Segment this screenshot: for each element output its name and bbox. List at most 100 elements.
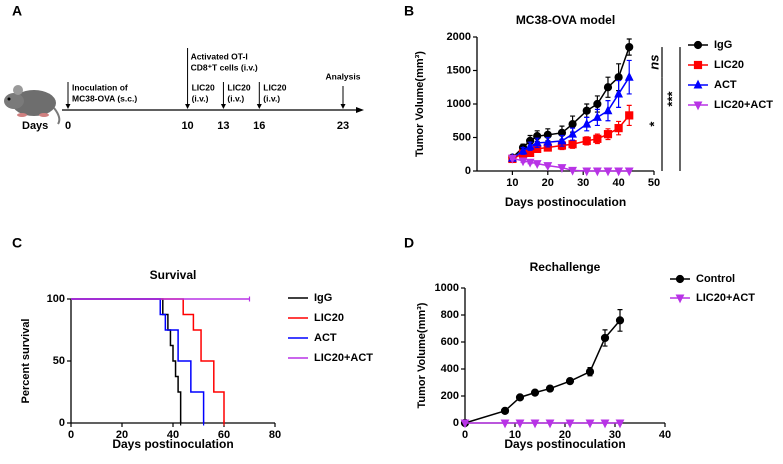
marker bbox=[593, 134, 602, 143]
marker bbox=[568, 128, 577, 138]
marker bbox=[545, 419, 555, 429]
x-tick-label: 30 bbox=[609, 429, 621, 441]
marker bbox=[600, 333, 610, 343]
y-tick-label: 200 bbox=[441, 390, 459, 402]
x-tick-label: 40 bbox=[612, 177, 624, 189]
marker bbox=[625, 111, 634, 120]
legend-label: LIC20+ACT bbox=[696, 292, 755, 304]
x-tick-label: 20 bbox=[559, 429, 571, 441]
marker bbox=[614, 73, 623, 82]
x-tick-label: 60 bbox=[218, 429, 230, 441]
x-tick-label: 30 bbox=[577, 177, 589, 189]
x-tick-label: 0 bbox=[462, 429, 468, 441]
marker bbox=[565, 419, 575, 429]
survival-curve bbox=[71, 298, 182, 423]
marker bbox=[568, 166, 577, 176]
y-tick-label: 0 bbox=[59, 417, 65, 429]
marker bbox=[568, 140, 577, 149]
legend-label: Control bbox=[696, 273, 735, 285]
event-label: Activated OT-I bbox=[191, 51, 248, 61]
y-tick-label: 1500 bbox=[447, 64, 471, 76]
marker bbox=[592, 112, 602, 121]
x-tick-label: 10 bbox=[509, 429, 521, 441]
y-tick-label: 2000 bbox=[447, 31, 471, 43]
x-tick-label: 80 bbox=[269, 429, 281, 441]
marker bbox=[500, 419, 510, 429]
event-label: (i.v.) bbox=[263, 93, 280, 103]
y-tick-label: 600 bbox=[441, 336, 459, 348]
x-tick-label: 10 bbox=[506, 177, 518, 189]
event-label: (i.v.) bbox=[227, 93, 244, 103]
x-axis-label: Days postinoculation bbox=[112, 437, 233, 451]
marker bbox=[518, 145, 528, 155]
timeline-tick-label: 10 bbox=[181, 120, 193, 132]
y-tick-label: 50 bbox=[53, 355, 65, 367]
mouse-icon bbox=[4, 85, 61, 125]
timeline-tick-label: 0 bbox=[65, 120, 71, 132]
marker bbox=[615, 419, 625, 429]
legend-label: ACT bbox=[314, 332, 337, 344]
x-axis-label: Days postinoculation bbox=[505, 195, 626, 209]
marker bbox=[582, 167, 592, 177]
marker bbox=[693, 40, 703, 50]
panel-label: D bbox=[404, 235, 414, 251]
x-tick-label: 40 bbox=[659, 429, 671, 441]
marker bbox=[515, 419, 525, 429]
timeline-arrowhead bbox=[65, 104, 71, 109]
timeline-arrowhead bbox=[356, 107, 364, 113]
marker bbox=[518, 157, 528, 167]
marker bbox=[557, 164, 567, 173]
chart-title: MC38-OVA model bbox=[516, 13, 615, 27]
marker bbox=[693, 101, 703, 111]
marker bbox=[525, 140, 535, 150]
marker bbox=[530, 419, 540, 429]
marker bbox=[624, 71, 634, 81]
marker bbox=[557, 135, 567, 145]
marker bbox=[543, 162, 553, 171]
marker bbox=[532, 160, 542, 169]
marker bbox=[543, 136, 553, 146]
marker bbox=[600, 419, 610, 429]
event-label: (i.v.) bbox=[192, 93, 209, 103]
event-label: LIC20 bbox=[192, 82, 215, 92]
marker bbox=[624, 167, 634, 177]
y-tick-label: 100 bbox=[47, 293, 65, 305]
significance-label: *** bbox=[664, 91, 679, 107]
y-tick-label: 1000 bbox=[435, 282, 459, 294]
significance-label: * bbox=[646, 121, 661, 127]
y-tick-label: 400 bbox=[441, 363, 459, 375]
marker bbox=[625, 42, 634, 52]
marker bbox=[603, 105, 613, 115]
marker bbox=[693, 60, 703, 70]
timeline-tick-label: 16 bbox=[253, 120, 265, 132]
marker bbox=[568, 120, 577, 129]
x-tick-label: 20 bbox=[116, 429, 128, 441]
legend-label: LIC20+ACT bbox=[314, 352, 373, 364]
marker bbox=[593, 99, 602, 109]
y-axis-label: Tumor Volume(mm³) bbox=[416, 302, 428, 408]
marker bbox=[582, 106, 591, 115]
marker bbox=[614, 124, 623, 133]
event-label: CD8⁺T cells (i.v.) bbox=[191, 62, 258, 72]
legend-label: ACT bbox=[714, 79, 737, 91]
marker bbox=[614, 88, 624, 98]
marker bbox=[615, 316, 625, 325]
marker bbox=[530, 388, 540, 397]
x-tick-label: 50 bbox=[648, 177, 660, 189]
marker bbox=[603, 167, 613, 177]
timeline-axis-label: Days bbox=[22, 120, 48, 132]
timeline-arrowhead bbox=[340, 104, 346, 109]
marker bbox=[585, 419, 595, 429]
legend-label: LIC20+ACT bbox=[714, 99, 773, 111]
significance-label: ns bbox=[646, 55, 661, 70]
marker bbox=[675, 294, 685, 304]
marker bbox=[675, 274, 685, 284]
legend-label: IgG bbox=[714, 39, 732, 51]
x-tick-label: 20 bbox=[542, 177, 554, 189]
y-tick-label: 1000 bbox=[447, 98, 471, 110]
legend-label: IgG bbox=[314, 292, 332, 304]
marker bbox=[614, 167, 624, 177]
marker bbox=[603, 130, 613, 139]
marker bbox=[507, 154, 517, 164]
